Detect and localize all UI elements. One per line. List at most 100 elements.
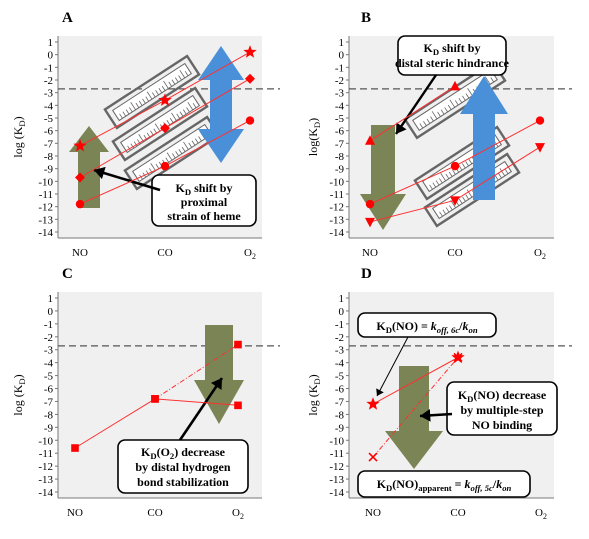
ruler-tick — [174, 77, 179, 83]
data-point — [75, 172, 85, 183]
pointer-arrow — [93, 166, 161, 192]
x-tick-label: NO — [67, 507, 83, 519]
y-tick-label: -11 — [39, 189, 53, 201]
panel-A: A10-1-2-3-4-5-6-7-8-9-10-11-12-13-14 log … — [11, 10, 280, 261]
ruler-tick — [484, 76, 491, 85]
ruler-tick — [158, 88, 163, 93]
y-tick-label: -5 — [335, 113, 345, 125]
x-tick-label: NO — [365, 507, 381, 519]
y-tick-label: -9 — [44, 422, 54, 434]
ruler-tick — [130, 143, 135, 149]
text-run: D — [386, 325, 392, 335]
y-tick-label: -7 — [335, 138, 345, 150]
text-run: ) — [11, 374, 25, 378]
text-run: (NO) = — [392, 319, 431, 333]
text-run: log (K — [306, 384, 320, 415]
x-tick-label: NO — [72, 247, 88, 259]
ruler-tick — [498, 173, 502, 179]
text-run: / — [492, 477, 497, 491]
text-run: / — [458, 319, 463, 333]
y-tick-label: -4 — [44, 100, 54, 112]
text-run: NO — [365, 507, 381, 519]
arrow-head — [376, 388, 384, 396]
ruler-tick — [125, 109, 130, 115]
text-run: K — [424, 41, 434, 55]
annotation-box — [117, 439, 249, 494]
pointer-arrow — [178, 377, 224, 441]
y-tick-label: -9 — [335, 164, 345, 176]
text-run: K — [458, 388, 468, 402]
data-point — [368, 452, 378, 462]
series-line — [154, 344, 239, 400]
ruler-tick — [452, 169, 456, 175]
panel-label: D — [361, 266, 372, 282]
text-run: D — [17, 120, 27, 126]
ruler-tick — [150, 163, 156, 172]
y-tick-label: -1 — [335, 62, 344, 74]
ruler-tick — [163, 80, 169, 89]
ruler-tick — [169, 117, 174, 123]
series-1 — [73, 45, 257, 152]
y-tick-label: -8 — [44, 151, 54, 163]
y-tick-label: -13 — [38, 474, 53, 486]
ruler-tick — [184, 70, 189, 76]
text-run: on — [469, 325, 478, 335]
panel-B: B 10-1-2-3-4-5-6-7-8-9-10-11-12-13-14 log(… — [306, 10, 572, 261]
y-tick-label: -2 — [44, 332, 53, 344]
text-run: O — [232, 507, 240, 519]
text-run: log(K — [306, 128, 320, 156]
ruler-tick — [494, 141, 499, 147]
data-point — [234, 401, 242, 410]
ruler-tick — [437, 111, 441, 117]
text-run: K — [376, 319, 386, 333]
ruler-tick — [439, 211, 443, 217]
y-axis-label: log (KD) — [11, 116, 27, 157]
annotation-box-mid — [446, 381, 558, 436]
data-point — [73, 138, 87, 152]
text-run: D — [185, 187, 191, 197]
arrow-shaft — [93, 168, 161, 192]
ruler-tick — [192, 102, 197, 108]
y-tick-label: -13 — [38, 214, 53, 226]
ruler-tick — [181, 146, 186, 152]
y-tick-label: -1 — [44, 319, 53, 331]
y-tick-label: -3 — [44, 345, 54, 357]
ruler-tick — [187, 102, 194, 111]
y-tick-label: 1 — [48, 293, 54, 305]
y-tick-label: 0 — [339, 50, 345, 62]
data-point — [160, 123, 170, 134]
ruler-tick — [494, 175, 499, 181]
text-run: proximal — [181, 195, 228, 209]
text-run: O — [534, 247, 542, 259]
ruler-tick — [182, 109, 187, 115]
y-tick-label: -4 — [335, 358, 345, 370]
text-run: D — [312, 378, 322, 384]
ruler-frame — [103, 54, 201, 130]
ruler-tick — [119, 113, 123, 119]
pointer-arrow-thin — [376, 336, 409, 397]
text-run: by multiple-step — [460, 403, 543, 417]
y-tick-label: -7 — [44, 138, 54, 150]
x-tick-label: O2 — [534, 247, 546, 261]
ruler-tick — [458, 198, 463, 204]
text-run: log (K — [11, 126, 25, 157]
y-tick-label: -11 — [330, 189, 344, 201]
text-run: O — [244, 247, 252, 259]
ruler-tick — [465, 194, 470, 200]
ruler-frame — [111, 86, 209, 162]
ruler-tick — [179, 70, 186, 79]
ruler-tick — [423, 121, 427, 126]
data-point — [365, 217, 375, 228]
y-tick-label: -1 — [335, 319, 344, 331]
ruler-tick — [129, 107, 133, 113]
ruler-tick — [168, 81, 172, 87]
arrow-head — [94, 166, 106, 180]
ruler-tick — [135, 102, 140, 108]
annotation-text: KD shift by — [424, 41, 481, 57]
down-arrow-olive — [385, 366, 443, 469]
ruler-tick — [127, 145, 131, 151]
panel-C: C10-1-2-3-4-5-6-7-8-9-10-11-12-13-14 log … — [11, 266, 280, 521]
data-point — [450, 161, 460, 171]
y-tick-label: -12 — [329, 202, 344, 214]
annotation-text: KD(O2) decrease — [141, 445, 226, 461]
